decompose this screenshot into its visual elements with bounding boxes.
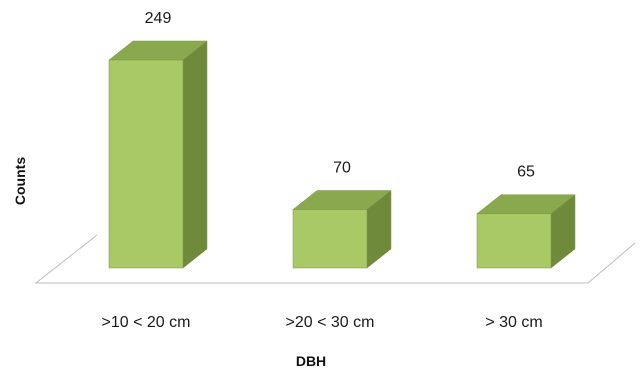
y-axis-title: Counts [12, 157, 28, 205]
x-axis-title: DBH [296, 353, 326, 369]
category-label: > 30 cm [485, 314, 542, 331]
bar-front-face [109, 60, 183, 268]
category-label: >10 < 20 cm [102, 314, 191, 331]
bar-3 [477, 195, 575, 268]
data-label: 249 [145, 10, 172, 27]
bar-side-face [183, 41, 207, 268]
category-label: >20 < 30 cm [286, 314, 375, 331]
bars-group [109, 41, 575, 268]
bar-2 [293, 191, 391, 268]
bar-front-face [293, 210, 367, 268]
bar-1 [109, 41, 207, 268]
bar-front-face [477, 214, 551, 268]
data-label: 65 [517, 164, 535, 181]
category-labels-group: >10 < 20 cm >20 < 30 cm > 30 cm [102, 314, 543, 331]
data-label: 70 [333, 160, 351, 177]
